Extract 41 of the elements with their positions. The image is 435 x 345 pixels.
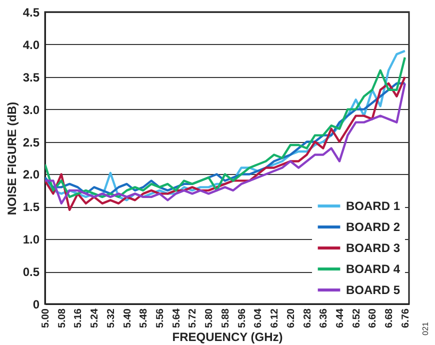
x-tick-label: 5.88 bbox=[220, 308, 232, 328]
x-tick-label: 6.36 bbox=[318, 308, 330, 328]
x-tick-label: 6.04 bbox=[253, 308, 264, 328]
x-tick-label: 6.68 bbox=[384, 308, 396, 328]
y-tick-label: 0.5 bbox=[22, 265, 40, 280]
y-tick-label: 1.0 bbox=[22, 232, 40, 247]
x-tick-label: 5.16 bbox=[73, 308, 84, 328]
y-tick-label: 0 bbox=[32, 298, 40, 312]
x-tick-label: 6.44 bbox=[334, 308, 346, 328]
x-tick-label: 5.32 bbox=[106, 308, 117, 328]
x-tick-label: 5.40 bbox=[122, 308, 134, 328]
y-tick-label: 2.5 bbox=[22, 135, 40, 150]
legend-label: BOARD 5 bbox=[346, 283, 400, 297]
x-tick-label: 6.28 bbox=[302, 308, 314, 328]
x-tick-label: 6.12 bbox=[270, 308, 281, 328]
y-tick-label: 3.5 bbox=[22, 70, 40, 84]
y-axis-title: NOISE FIGURE (dB) bbox=[4, 102, 19, 216]
legend-label: BOARD 3 bbox=[346, 241, 400, 255]
x-axis-title: FREQUENCY (GHz) bbox=[172, 330, 283, 344]
x-tick-label: 5.08 bbox=[56, 308, 68, 328]
legend-label: BOARD 4 bbox=[346, 262, 400, 276]
x-tick-label: 5.48 bbox=[138, 308, 150, 328]
y-tick-label: 4.5 bbox=[22, 6, 40, 20]
x-tick-label: 5.24 bbox=[90, 308, 101, 328]
x-tick-label: 5.96 bbox=[236, 308, 248, 328]
x-tick-label: 5.56 bbox=[155, 308, 166, 328]
y-tick-label: 3.0 bbox=[22, 102, 40, 117]
x-tick-label: 6.76 bbox=[400, 308, 412, 328]
x-tick-label: 6.52 bbox=[351, 308, 362, 328]
x-tick-label: 6.20 bbox=[286, 308, 297, 328]
y-tick-label: 1.5 bbox=[22, 200, 40, 214]
x-tick-label: 6.60 bbox=[368, 308, 379, 328]
x-tick-label: 5.80 bbox=[204, 308, 216, 328]
legend-label: BOARD 1 bbox=[346, 199, 400, 213]
x-tick-label: 5.72 bbox=[188, 308, 199, 328]
legend-label: BOARD 2 bbox=[346, 220, 400, 234]
x-tick-label: 5.00 bbox=[40, 308, 52, 328]
y-tick-label: 4.0 bbox=[22, 38, 40, 52]
text: 021 bbox=[421, 322, 431, 335]
x-tick-label: 5.64 bbox=[171, 308, 182, 328]
y-tick-label: 2.0 bbox=[22, 168, 40, 182]
